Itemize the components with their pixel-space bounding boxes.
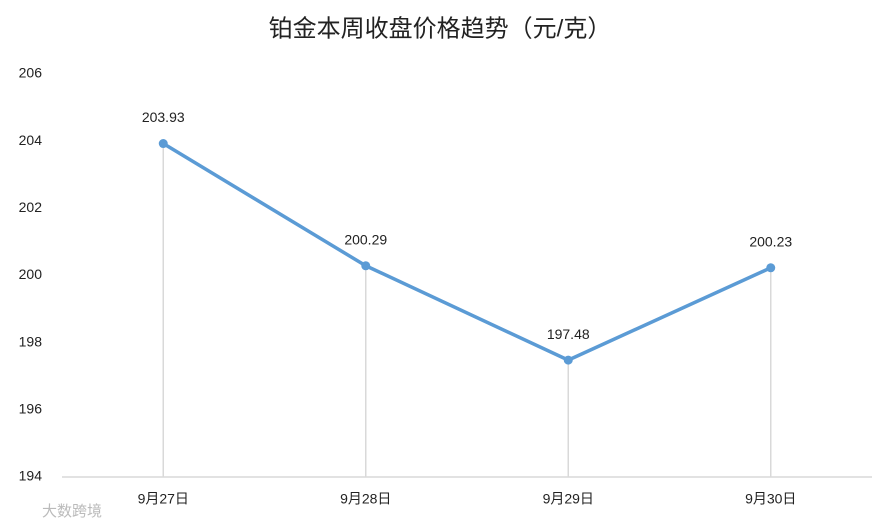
x-tick-label: 9月29日 — [543, 491, 594, 507]
x-tick-label: 9月27日 — [138, 491, 189, 507]
y-tick-label: 202 — [19, 199, 43, 215]
y-tick-label: 204 — [19, 132, 43, 148]
data-label: 197.48 — [547, 326, 590, 342]
line-series — [162, 142, 772, 362]
y-tick-label: 200 — [19, 266, 43, 282]
y-tick-label: 194 — [19, 468, 43, 484]
data-label: 200.23 — [749, 233, 792, 249]
x-tick-label: 9月28日 — [340, 491, 391, 507]
x-tick-label: 9月30日 — [745, 491, 796, 507]
point — [158, 139, 168, 149]
y-tick-label: 206 — [19, 65, 43, 81]
point — [766, 263, 776, 273]
point — [563, 355, 573, 365]
chart-title: 铂金本周收盘价格趋势（元/克） — [269, 15, 612, 42]
data-label: 203.93 — [142, 109, 185, 125]
y-tick-label: 196 — [19, 401, 43, 417]
data-label: 200.29 — [344, 231, 387, 247]
watermark: 大数跨境 — [42, 502, 102, 520]
point — [361, 261, 371, 271]
y-tick-label: 198 — [19, 333, 43, 349]
